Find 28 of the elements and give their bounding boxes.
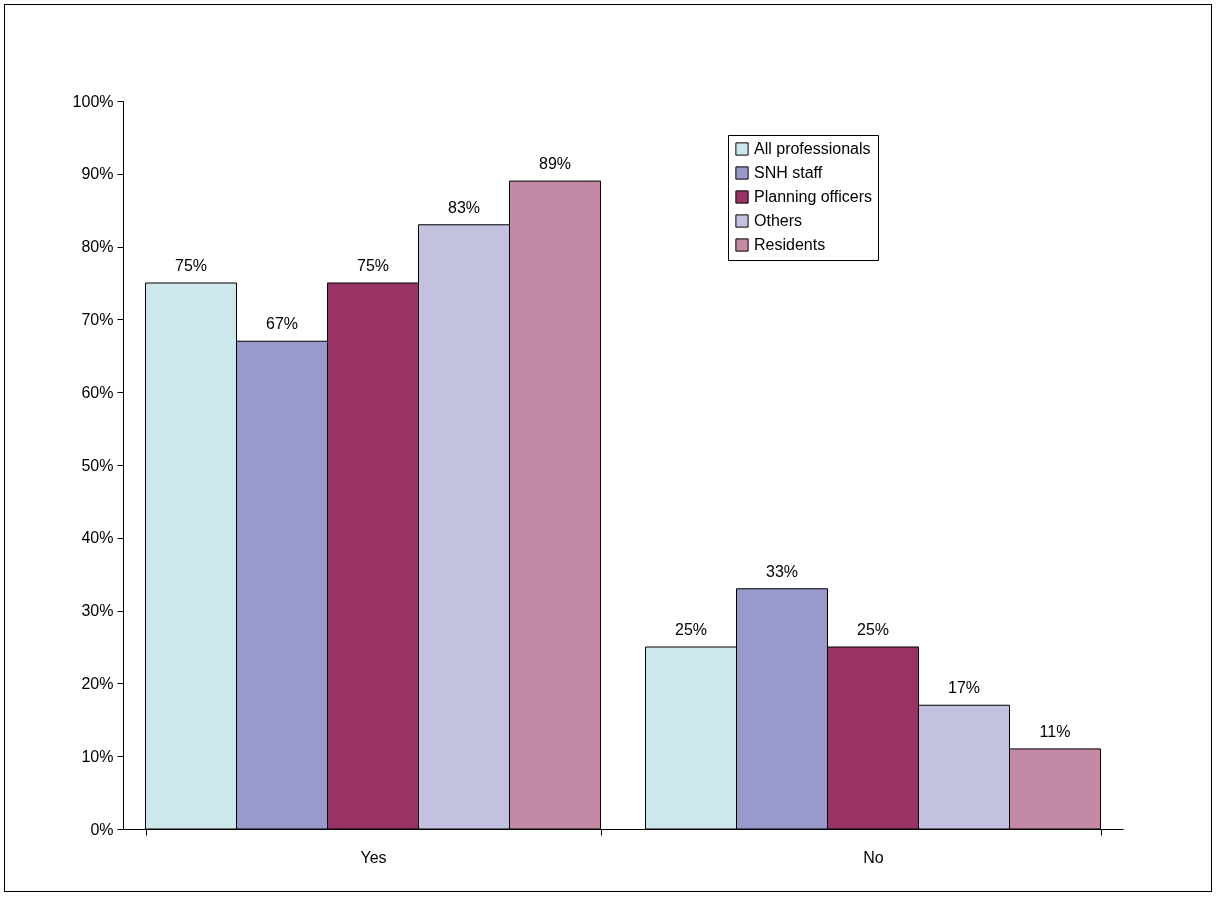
legend-label: SNH staff — [754, 164, 823, 181]
y-tick-label: 70% — [81, 310, 114, 328]
data-label: 25% — [674, 621, 708, 638]
x-tick-label: No — [863, 848, 884, 866]
data-label: 67% — [265, 315, 299, 333]
y-tick-label: 80% — [81, 238, 114, 256]
data-label: 89% — [538, 155, 572, 173]
y-tick-label: 30% — [81, 602, 114, 620]
data-label: 75% — [356, 257, 390, 274]
legend-label: All professionals — [754, 140, 871, 157]
legend-label: Residents — [754, 236, 826, 253]
legend-label: Planning officers — [754, 188, 872, 205]
y-tick-label: 0% — [90, 820, 114, 838]
y-tick-label: 50% — [81, 456, 114, 474]
x-tick-label: Yes — [360, 848, 387, 866]
data-label: 75% — [174, 257, 208, 274]
data-label: 25% — [856, 621, 890, 638]
data-label: 33% — [765, 562, 799, 580]
y-tick-label: 20% — [81, 674, 114, 692]
y-tick-label: 90% — [81, 165, 114, 183]
y-tick-label: 40% — [81, 529, 114, 547]
y-tick-label: 10% — [81, 747, 114, 765]
data-label: 11% — [1039, 722, 1071, 740]
data-label: 17% — [947, 679, 981, 697]
data-label: 83% — [447, 198, 481, 216]
y-tick-label: 100% — [72, 92, 114, 110]
legend-label: Others — [754, 212, 803, 229]
y-tick-label: 60% — [81, 383, 114, 401]
